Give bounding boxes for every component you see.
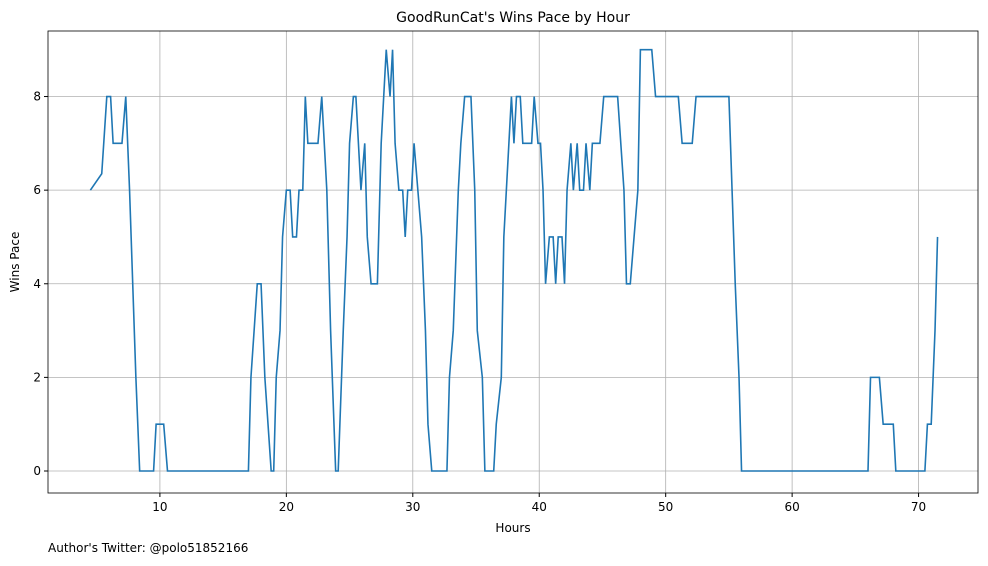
x-tick-label: 30 <box>405 500 420 514</box>
x-tick-label: 40 <box>532 500 547 514</box>
x-tick-label: 70 <box>911 500 926 514</box>
y-axis-label: Wins Pace <box>8 232 22 293</box>
x-axis-label: Hours <box>495 521 530 535</box>
plot-frame <box>47 30 979 494</box>
footer: Author's Twitter: @polo51852166 <box>48 541 248 555</box>
x-tick-label: 10 <box>152 500 167 514</box>
x-tick-label: 60 <box>784 500 799 514</box>
chart-title: GoodRunCat's Wins Pace by Hour <box>396 10 630 26</box>
x-tick-label: 50 <box>658 500 673 514</box>
data-line <box>89 48 939 472</box>
y-tick-label: 8 <box>33 90 41 104</box>
x-tick-label: 20 <box>279 500 294 514</box>
y-tick-label: 0 <box>33 464 41 478</box>
y-tick-label: 4 <box>33 277 41 291</box>
y-tick-label: 2 <box>33 370 41 384</box>
y-tick-label: 6 <box>33 183 41 197</box>
